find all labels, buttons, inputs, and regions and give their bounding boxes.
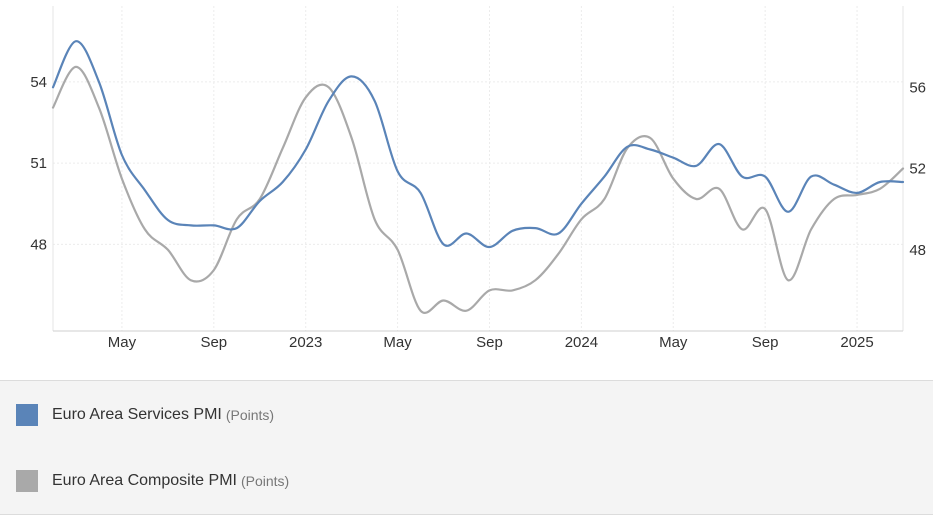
right-y-tick-label: 52 (909, 161, 926, 178)
legend-unit-services: (Points) (225, 407, 275, 423)
series-line-composite (51, 65, 905, 314)
x-tick-label: May (659, 334, 688, 351)
right-y-tick-label: 56 (909, 79, 926, 96)
x-tick-label: May (108, 334, 137, 351)
x-tick-label: 2024 (565, 334, 598, 351)
legend-unit-composite: (Points) (240, 473, 290, 489)
left-y-tick-label: 54 (30, 74, 47, 91)
legend-swatch-services (16, 404, 38, 426)
legend-swatch-composite (16, 470, 38, 492)
left-y-tick-label: 48 (30, 236, 47, 253)
x-tick-label: Sep (752, 334, 779, 351)
grid (52, 6, 904, 332)
right-y-tick-label: 48 (909, 242, 926, 259)
x-tick-label: Sep (476, 334, 503, 351)
chart-area: May Sep 2023 May Sep 2024 May Sep 2025 48 51 54 48 52… (30, 6, 926, 351)
legend-item-composite[interactable]: Euro Area Composite PMI (Points) (16, 470, 289, 492)
left-y-tick-label: 51 (30, 155, 47, 172)
series-lines (51, 40, 905, 314)
x-tick-label: 2025 (840, 334, 873, 351)
x-tick-label: May (383, 334, 412, 351)
legend: Euro Area Services PMI (Points) Euro Are… (0, 380, 933, 515)
line-chart: May Sep 2023 May Sep 2024 May Sep 2025 48 51 54 48 52… (30, 6, 926, 351)
x-tick-label: 2023 (289, 334, 322, 351)
tick-labels: May Sep 2023 May Sep 2024 May Sep 2025 48 51 54 48 52… (30, 74, 926, 351)
legend-label-composite: Euro Area Composite PMI (52, 472, 237, 489)
series-line-services (51, 40, 905, 249)
legend-item-services[interactable]: Euro Area Services PMI (Points) (16, 404, 274, 426)
legend-label-services: Euro Area Services PMI (52, 406, 222, 423)
x-tick-label: Sep (200, 334, 227, 351)
